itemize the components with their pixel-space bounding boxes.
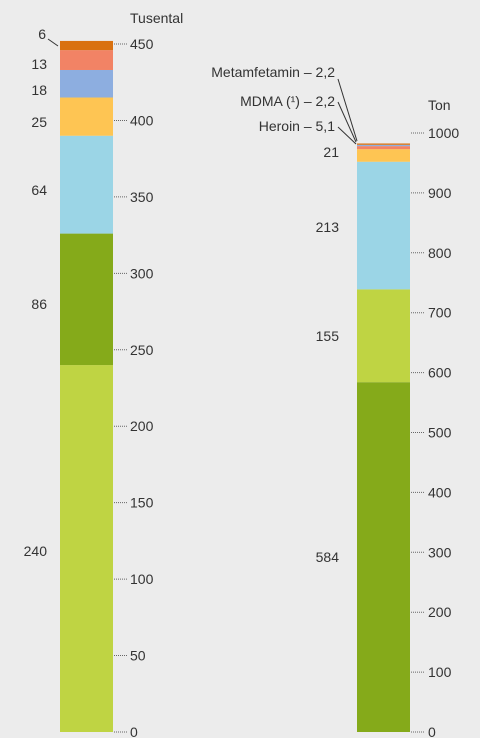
bar-segment xyxy=(60,69,113,98)
bar-segment xyxy=(60,135,113,234)
tick-label: 0 xyxy=(428,724,436,738)
left-unit-label: Tusental xyxy=(130,10,183,26)
tick-label: 700 xyxy=(428,305,452,321)
bar-segment xyxy=(60,365,113,732)
tick-label: 350 xyxy=(130,189,154,205)
segment-value-label: 240 xyxy=(24,543,48,559)
leader-line xyxy=(47,38,59,47)
segment-value-label: Heroin – 5,1 xyxy=(259,118,335,134)
segment-value-label: Metamfetamin – 2,2 xyxy=(211,64,335,80)
segment-value-label: 6 xyxy=(38,26,46,42)
segment-value-label: 584 xyxy=(316,549,340,565)
tick-label: 250 xyxy=(130,342,154,358)
bar-segment xyxy=(357,289,410,383)
bar-segment xyxy=(357,144,410,147)
segment-value-label: MDMA (¹) – 2,2 xyxy=(240,93,335,109)
segment-value-label: 86 xyxy=(31,296,47,312)
bar-segment xyxy=(60,97,113,136)
bar-segment xyxy=(357,161,410,290)
bar-segment xyxy=(357,149,410,162)
bar-segment xyxy=(357,143,410,145)
tick-label: 400 xyxy=(428,484,452,500)
tick-label: 150 xyxy=(130,495,154,511)
tick-label: 200 xyxy=(428,604,452,620)
segment-value-label: 25 xyxy=(31,114,47,130)
tick-label: 200 xyxy=(130,418,154,434)
right-unit-label: Ton xyxy=(428,97,451,113)
tick-label: 100 xyxy=(428,664,452,680)
bar-segment xyxy=(357,146,410,150)
bar-segment xyxy=(357,382,410,732)
tick-label: 600 xyxy=(428,365,452,381)
tick-label: 400 xyxy=(130,112,154,128)
tick-label: 300 xyxy=(428,544,452,560)
tick-label: 100 xyxy=(130,571,154,587)
leader-line xyxy=(337,101,357,143)
segment-value-label: 155 xyxy=(316,328,340,344)
tick-label: 50 xyxy=(130,648,146,664)
left-stacked-bar-chart: Tusental 240 86 64 25 18 13 6 0 50 100 150 200 250 30… xyxy=(24,10,184,738)
tick-label: 450 xyxy=(130,36,154,52)
segment-value-label: 18 xyxy=(31,82,47,98)
bar-segment xyxy=(60,50,113,70)
tick-label: 900 xyxy=(428,185,452,201)
segment-value-label: 21 xyxy=(323,144,339,160)
leader-line xyxy=(337,78,358,142)
tick-label: 1000 xyxy=(428,125,459,141)
bar-segment xyxy=(60,233,113,366)
tick-label: 800 xyxy=(428,245,452,261)
segment-value-label: 13 xyxy=(31,56,47,72)
bar-segment xyxy=(60,40,113,51)
right-stacked-bar-chart: Ton 584 155 213 21 Heroin – 5,1 MDMA (¹) – 2,… xyxy=(211,64,459,738)
tick-label: 500 xyxy=(428,425,452,441)
leader-line xyxy=(337,126,357,145)
tick-label: 300 xyxy=(130,265,154,281)
segment-value-label: 64 xyxy=(31,182,47,198)
segment-value-label: 213 xyxy=(316,219,340,235)
tick-label: 0 xyxy=(130,724,138,738)
